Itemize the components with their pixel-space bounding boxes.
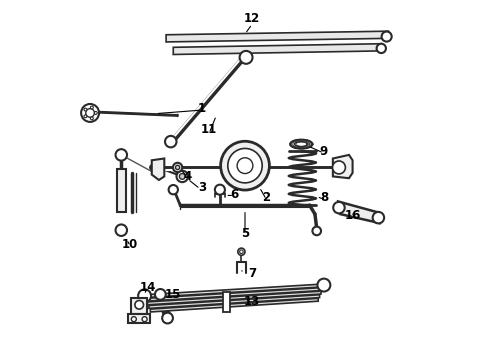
- Polygon shape: [149, 295, 319, 309]
- Text: 12: 12: [244, 12, 260, 25]
- Circle shape: [382, 32, 392, 41]
- Circle shape: [138, 289, 151, 302]
- Text: 13: 13: [244, 296, 260, 309]
- Circle shape: [165, 136, 176, 147]
- Polygon shape: [128, 315, 150, 323]
- Polygon shape: [131, 298, 147, 315]
- Circle shape: [116, 225, 127, 236]
- Text: 1: 1: [198, 102, 206, 115]
- Circle shape: [228, 148, 262, 183]
- Polygon shape: [333, 155, 353, 178]
- Circle shape: [313, 226, 321, 235]
- Ellipse shape: [291, 140, 312, 149]
- Polygon shape: [338, 202, 379, 223]
- Circle shape: [377, 44, 386, 53]
- Polygon shape: [147, 291, 321, 305]
- Circle shape: [84, 108, 87, 111]
- Circle shape: [333, 161, 345, 174]
- Circle shape: [240, 250, 243, 253]
- Circle shape: [333, 202, 344, 213]
- Circle shape: [175, 165, 180, 170]
- Circle shape: [84, 115, 87, 118]
- Circle shape: [95, 112, 97, 114]
- Polygon shape: [146, 288, 322, 301]
- Text: 7: 7: [248, 267, 256, 280]
- Circle shape: [91, 117, 93, 120]
- Circle shape: [116, 149, 127, 161]
- Circle shape: [135, 301, 144, 309]
- Circle shape: [81, 104, 99, 122]
- Circle shape: [155, 289, 166, 300]
- Circle shape: [179, 174, 185, 179]
- Polygon shape: [152, 158, 164, 180]
- Text: 9: 9: [320, 145, 328, 158]
- Text: 5: 5: [241, 227, 249, 240]
- Text: 2: 2: [263, 192, 270, 204]
- Circle shape: [237, 158, 253, 174]
- Circle shape: [86, 109, 95, 117]
- Text: 16: 16: [344, 210, 361, 222]
- Text: 11: 11: [201, 123, 217, 136]
- Circle shape: [240, 51, 252, 64]
- Text: 4: 4: [183, 170, 192, 183]
- Polygon shape: [145, 284, 324, 298]
- Circle shape: [176, 171, 188, 182]
- Text: 8: 8: [320, 192, 328, 204]
- Circle shape: [169, 185, 178, 194]
- Circle shape: [142, 317, 147, 321]
- Text: 15: 15: [165, 288, 181, 301]
- Circle shape: [215, 185, 225, 195]
- Text: 14: 14: [140, 281, 156, 294]
- Text: 3: 3: [198, 181, 206, 194]
- Circle shape: [373, 212, 384, 224]
- Circle shape: [318, 279, 330, 292]
- Circle shape: [220, 141, 270, 190]
- Polygon shape: [150, 298, 318, 312]
- Circle shape: [91, 106, 93, 109]
- Circle shape: [173, 163, 182, 172]
- Text: 10: 10: [122, 238, 138, 251]
- Circle shape: [131, 317, 136, 321]
- Bar: [117, 169, 126, 212]
- Circle shape: [238, 248, 245, 255]
- Polygon shape: [166, 31, 389, 42]
- Text: 6: 6: [230, 188, 238, 201]
- Ellipse shape: [294, 141, 308, 147]
- Bar: [223, 292, 230, 312]
- Circle shape: [162, 313, 173, 323]
- Polygon shape: [173, 44, 381, 54]
